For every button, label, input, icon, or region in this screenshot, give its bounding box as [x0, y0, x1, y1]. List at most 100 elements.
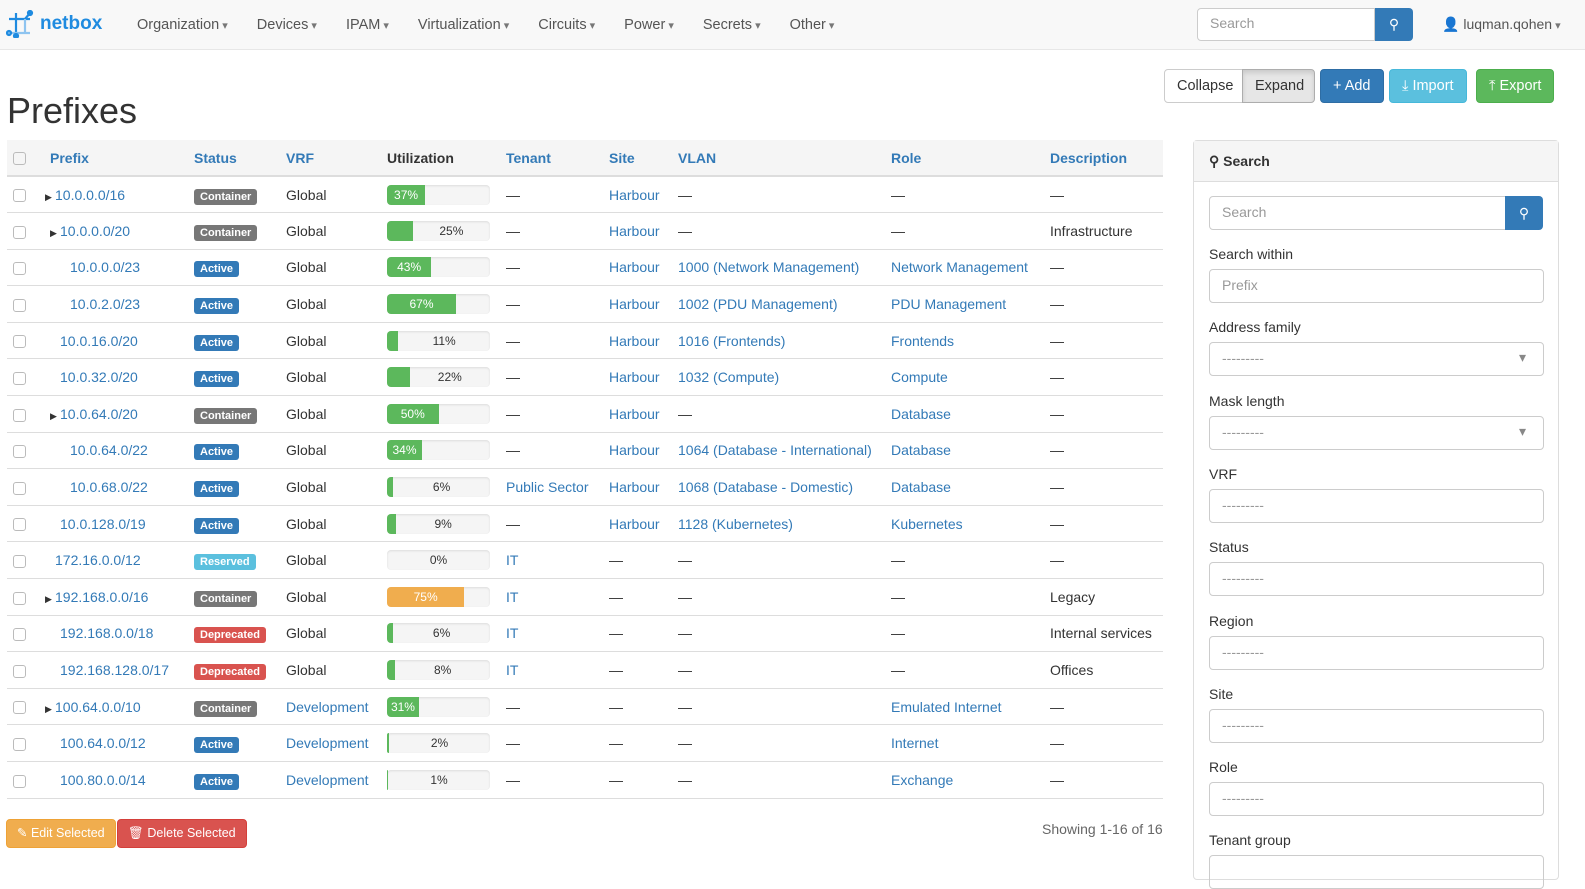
- header-description[interactable]: Description: [1050, 140, 1163, 177]
- tenant-group-input[interactable]: [1209, 855, 1544, 889]
- row-checkbox[interactable]: [13, 189, 26, 203]
- row-checkbox[interactable]: [13, 518, 26, 532]
- menu-other[interactable]: Other: [790, 17, 835, 33]
- caret-right-icon[interactable]: ▶: [45, 191, 52, 202]
- row-checkbox[interactable]: [13, 372, 26, 386]
- menu-ipam[interactable]: IPAM: [346, 17, 389, 33]
- nav-search-button[interactable]: ⚲: [1375, 8, 1413, 41]
- prefix-link[interactable]: 100.80.0.0/14: [60, 771, 146, 788]
- header-vrf[interactable]: VRF: [286, 140, 387, 177]
- role-value[interactable]: PDU Management: [891, 296, 1007, 313]
- status-input[interactable]: ---------: [1209, 562, 1544, 597]
- caret-right-icon[interactable]: ▶: [50, 227, 57, 238]
- caret-right-icon[interactable]: ▶: [45, 593, 52, 604]
- row-checkbox[interactable]: [13, 408, 26, 422]
- tenant-value[interactable]: IT: [506, 588, 519, 605]
- header-role[interactable]: Role: [891, 140, 1050, 177]
- prefix-link[interactable]: 172.16.0.0/12: [55, 552, 141, 569]
- vrf-value[interactable]: Development: [286, 698, 369, 715]
- role-value[interactable]: Kubernetes: [891, 515, 963, 532]
- vrf-value[interactable]: Development: [286, 735, 369, 752]
- site-value[interactable]: Harbour: [609, 479, 660, 496]
- vlan-value[interactable]: 1064 (Database - International): [678, 442, 872, 459]
- menu-circuits[interactable]: Circuits: [538, 17, 595, 33]
- add-button[interactable]: + Add: [1320, 69, 1384, 103]
- prefix-link[interactable]: 10.0.128.0/19: [60, 515, 146, 532]
- site-value[interactable]: Harbour: [609, 186, 660, 203]
- site-value[interactable]: Harbour: [609, 222, 660, 239]
- region-input[interactable]: ---------: [1209, 635, 1544, 670]
- site-value[interactable]: Harbour: [609, 442, 660, 459]
- role-input[interactable]: ---------: [1209, 782, 1544, 817]
- role-value[interactable]: Database: [891, 405, 951, 422]
- role-value[interactable]: Database: [891, 442, 951, 459]
- row-checkbox[interactable]: [13, 664, 26, 678]
- prefix-link[interactable]: 192.168.128.0/17: [60, 662, 169, 679]
- menu-virtualization[interactable]: Virtualization: [418, 17, 509, 33]
- site-input[interactable]: ---------: [1209, 708, 1544, 743]
- vlan-value[interactable]: 1002 (PDU Management): [678, 296, 838, 313]
- role-value[interactable]: Database: [891, 479, 951, 496]
- row-checkbox[interactable]: [13, 701, 26, 715]
- prefix-link[interactable]: 100.64.0.0/12: [60, 735, 146, 752]
- site-value[interactable]: Harbour: [609, 296, 660, 313]
- import-button[interactable]: ⤓ Import: [1389, 69, 1467, 103]
- role-value[interactable]: Emulated Internet: [891, 698, 1002, 715]
- role-value[interactable]: Frontends: [891, 332, 955, 349]
- prefix-link[interactable]: 10.0.2.0/23: [70, 296, 141, 313]
- row-checkbox[interactable]: [13, 555, 26, 569]
- row-checkbox[interactable]: [13, 738, 26, 751]
- nav-search-input[interactable]: Search: [1197, 8, 1375, 41]
- vrf-value[interactable]: Development: [286, 771, 369, 788]
- role-value[interactable]: Compute: [891, 369, 948, 386]
- site-value[interactable]: Harbour: [609, 369, 660, 386]
- header-status[interactable]: Status: [194, 140, 286, 177]
- role-value[interactable]: Exchange: [891, 771, 954, 788]
- brand-logo[interactable]: netbox: [6, 10, 102, 38]
- prefix-link[interactable]: 10.0.0.0/20: [60, 222, 131, 239]
- prefix-link[interactable]: 10.0.32.0/20: [60, 369, 138, 386]
- caret-right-icon[interactable]: ▶: [50, 410, 57, 421]
- vlan-value[interactable]: 1032 (Compute): [678, 369, 780, 386]
- row-checkbox[interactable]: [13, 628, 26, 642]
- row-checkbox[interactable]: [13, 591, 26, 605]
- header-prefix[interactable]: Prefix: [45, 140, 194, 177]
- row-checkbox[interactable]: [13, 225, 26, 239]
- row-checkbox[interactable]: [13, 481, 26, 495]
- caret-right-icon[interactable]: ▶: [45, 703, 52, 714]
- mask-length-select[interactable]: ---------: [1209, 415, 1544, 450]
- prefix-link[interactable]: 192.168.0.0/16: [55, 588, 149, 605]
- prefix-link[interactable]: 10.0.64.0/20: [60, 405, 138, 422]
- prefix-link[interactable]: 192.168.0.0/18: [60, 625, 154, 642]
- row-checkbox[interactable]: [13, 445, 26, 459]
- site-value[interactable]: Harbour: [609, 405, 660, 422]
- prefix-link[interactable]: 10.0.68.0/22: [70, 479, 148, 496]
- menu-organization[interactable]: Organization: [137, 17, 228, 33]
- site-value[interactable]: Harbour: [609, 332, 660, 349]
- expand-button[interactable]: Expand: [1242, 69, 1315, 103]
- row-checkbox[interactable]: [13, 298, 26, 312]
- search-within-input[interactable]: Prefix: [1209, 269, 1544, 303]
- header-tenant[interactable]: Tenant: [506, 140, 609, 177]
- export-button[interactable]: ⤒ Export: [1476, 69, 1555, 103]
- edit-selected-button[interactable]: ✎ Edit Selected: [6, 819, 116, 848]
- vlan-value[interactable]: 1000 (Network Management): [678, 259, 860, 276]
- address-family-select[interactable]: ---------: [1209, 342, 1544, 377]
- sidebar-search-button[interactable]: ⚲: [1505, 196, 1543, 230]
- vlan-value[interactable]: 1128 (Kubernetes): [678, 515, 793, 532]
- vlan-value[interactable]: 1016 (Frontends): [678, 332, 786, 349]
- menu-secrets[interactable]: Secrets: [703, 17, 761, 33]
- vrf-input[interactable]: ---------: [1209, 488, 1544, 523]
- menu-power[interactable]: Power: [624, 17, 674, 33]
- role-value[interactable]: Network Management: [891, 259, 1028, 276]
- user-menu[interactable]: 👤 luqman.qohen: [1442, 16, 1561, 33]
- role-value[interactable]: Internet: [891, 735, 939, 752]
- tenant-value[interactable]: IT: [506, 662, 519, 679]
- prefix-link[interactable]: 10.0.0.0/16: [55, 186, 126, 203]
- sidebar-search-input[interactable]: Search: [1209, 196, 1506, 230]
- collapse-button[interactable]: Collapse: [1164, 69, 1243, 103]
- site-value[interactable]: Harbour: [609, 259, 660, 276]
- site-value[interactable]: Harbour: [609, 515, 660, 532]
- row-checkbox[interactable]: [13, 262, 26, 276]
- row-checkbox[interactable]: [13, 774, 26, 788]
